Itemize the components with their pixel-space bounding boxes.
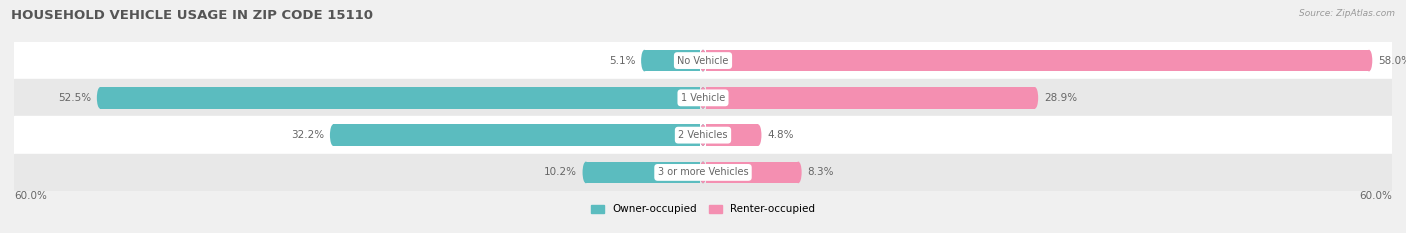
Circle shape (700, 162, 706, 183)
Circle shape (1365, 50, 1372, 71)
Circle shape (700, 50, 706, 71)
Text: 8.3%: 8.3% (807, 168, 834, 177)
Text: 28.9%: 28.9% (1045, 93, 1077, 103)
Circle shape (700, 162, 706, 183)
Circle shape (700, 50, 706, 71)
Circle shape (794, 162, 801, 183)
Text: 32.2%: 32.2% (291, 130, 323, 140)
Bar (644, 50, 700, 71)
Text: 3 or more Vehicles: 3 or more Vehicles (658, 168, 748, 177)
Circle shape (582, 162, 589, 183)
Text: 58.0%: 58.0% (1378, 56, 1406, 65)
Bar (14, 154, 1392, 191)
Bar (14, 116, 1392, 154)
Text: 4.8%: 4.8% (768, 130, 794, 140)
Text: 60.0%: 60.0% (1360, 191, 1392, 201)
Circle shape (700, 124, 706, 146)
Text: 52.5%: 52.5% (58, 93, 91, 103)
Circle shape (97, 87, 104, 109)
Bar (706, 87, 1035, 109)
Circle shape (641, 50, 648, 71)
Text: 5.1%: 5.1% (609, 56, 636, 65)
Bar (586, 162, 700, 183)
Text: Source: ZipAtlas.com: Source: ZipAtlas.com (1299, 9, 1395, 18)
Legend: Owner-occupied, Renter-occupied: Owner-occupied, Renter-occupied (586, 200, 820, 219)
Text: HOUSEHOLD VEHICLE USAGE IN ZIP CODE 15110: HOUSEHOLD VEHICLE USAGE IN ZIP CODE 1511… (11, 9, 373, 22)
Bar (333, 124, 700, 146)
Text: 2 Vehicles: 2 Vehicles (678, 130, 728, 140)
Bar (14, 42, 1392, 79)
Bar (100, 87, 700, 109)
Circle shape (700, 87, 706, 109)
Text: 10.2%: 10.2% (544, 168, 576, 177)
Bar (14, 79, 1392, 116)
Circle shape (700, 87, 706, 109)
Circle shape (1032, 87, 1038, 109)
Circle shape (330, 124, 336, 146)
Text: No Vehicle: No Vehicle (678, 56, 728, 65)
Bar (706, 50, 1369, 71)
Text: 1 Vehicle: 1 Vehicle (681, 93, 725, 103)
Circle shape (700, 124, 706, 146)
Bar (706, 124, 758, 146)
Text: 60.0%: 60.0% (14, 191, 46, 201)
Bar (706, 162, 799, 183)
Circle shape (755, 124, 762, 146)
